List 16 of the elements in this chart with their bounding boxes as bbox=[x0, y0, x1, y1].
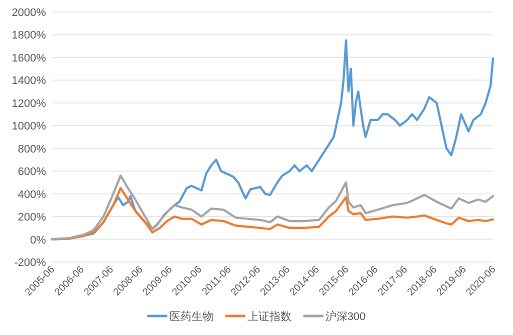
y-tick-label: 200% bbox=[18, 212, 46, 224]
y-tick-label: 1600% bbox=[12, 52, 46, 64]
legend-label: 沪深300 bbox=[325, 310, 366, 323]
y-tick-label: 1800% bbox=[12, 30, 46, 42]
line-series bbox=[50, 174, 494, 240]
y-tick-label: 1200% bbox=[12, 98, 46, 110]
y-tick-label: 600% bbox=[18, 166, 46, 178]
legend-label: 上证指数 bbox=[247, 310, 292, 323]
y-tick-label: 2000% bbox=[12, 7, 46, 19]
y-tick-label: 400% bbox=[18, 188, 46, 201]
y-tick-label: 800% bbox=[18, 143, 46, 156]
y-tick-label: 1000% bbox=[12, 120, 46, 133]
y-tick-label: -200% bbox=[14, 257, 46, 269]
legend-label: 医药生物 bbox=[169, 310, 214, 323]
y-tick-label: 0% bbox=[30, 234, 46, 246]
y-tick-label: 1400% bbox=[12, 75, 46, 88]
